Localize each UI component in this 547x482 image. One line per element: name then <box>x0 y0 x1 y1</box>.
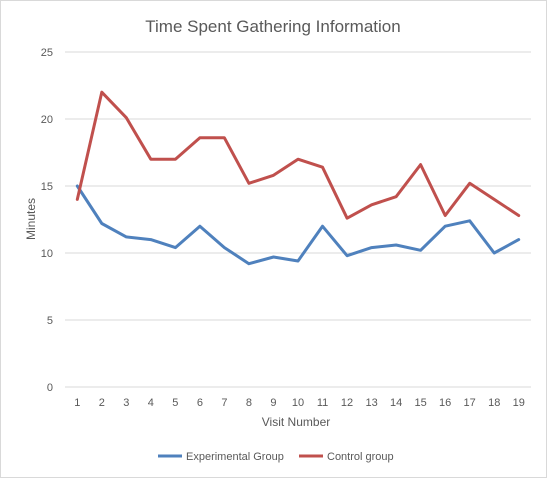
x-tick-label: 19 <box>513 397 525 409</box>
y-tick-label: 0 <box>47 382 53 394</box>
x-tick-label: 10 <box>292 397 304 409</box>
legend: Experimental Group Control group <box>158 451 394 463</box>
y-tick-label: 20 <box>41 114 53 126</box>
x-tick-label: 12 <box>341 397 353 409</box>
chart-title: Time Spent Gathering Information <box>145 17 400 36</box>
gridlines <box>65 51 531 321</box>
legend-label-experimental-group: Experimental Group <box>186 451 284 463</box>
x-tick-label: 9 <box>270 397 276 409</box>
x-tick-label: 16 <box>439 397 451 409</box>
x-tick-label: 6 <box>197 397 203 409</box>
y-axis-title: Minutes <box>24 198 38 240</box>
y-tick-label: 15 <box>41 181 53 193</box>
y-tick-label: 25 <box>41 47 53 59</box>
x-tick-label: 15 <box>415 397 427 409</box>
x-tick-label: 13 <box>365 397 377 409</box>
x-tick-label: 4 <box>148 397 154 409</box>
x-tick-label: 1 <box>74 397 80 409</box>
x-tick-label: 2 <box>99 397 105 409</box>
x-tick-label: 18 <box>488 397 500 409</box>
x-tick-label: 11 <box>317 397 328 409</box>
y-tick-label: 10 <box>41 248 53 260</box>
x-tick-label: 17 <box>464 397 476 409</box>
x-tick-label: 14 <box>390 397 402 409</box>
y-tick-label: 5 <box>47 315 53 327</box>
series-line-experimental-group <box>75 184 521 266</box>
x-tick-label: 7 <box>221 397 227 409</box>
x-tick-label: 8 <box>246 397 252 409</box>
x-tick-label: 3 <box>123 397 129 409</box>
series-line-control-group <box>75 90 521 220</box>
x-tick-label: 5 <box>172 397 178 409</box>
x-axis-ticks: 1 2 3 4 5 6 7 8 9 10 11 12 13 14 15 16 17 18 19 <box>74 397 525 409</box>
legend-label-control-group: Control group <box>327 451 394 463</box>
series-lines <box>75 90 521 266</box>
y-axis-ticks: 0 5 10 15 20 25 <box>41 47 53 394</box>
x-axis-title: Visit Number <box>262 415 330 429</box>
